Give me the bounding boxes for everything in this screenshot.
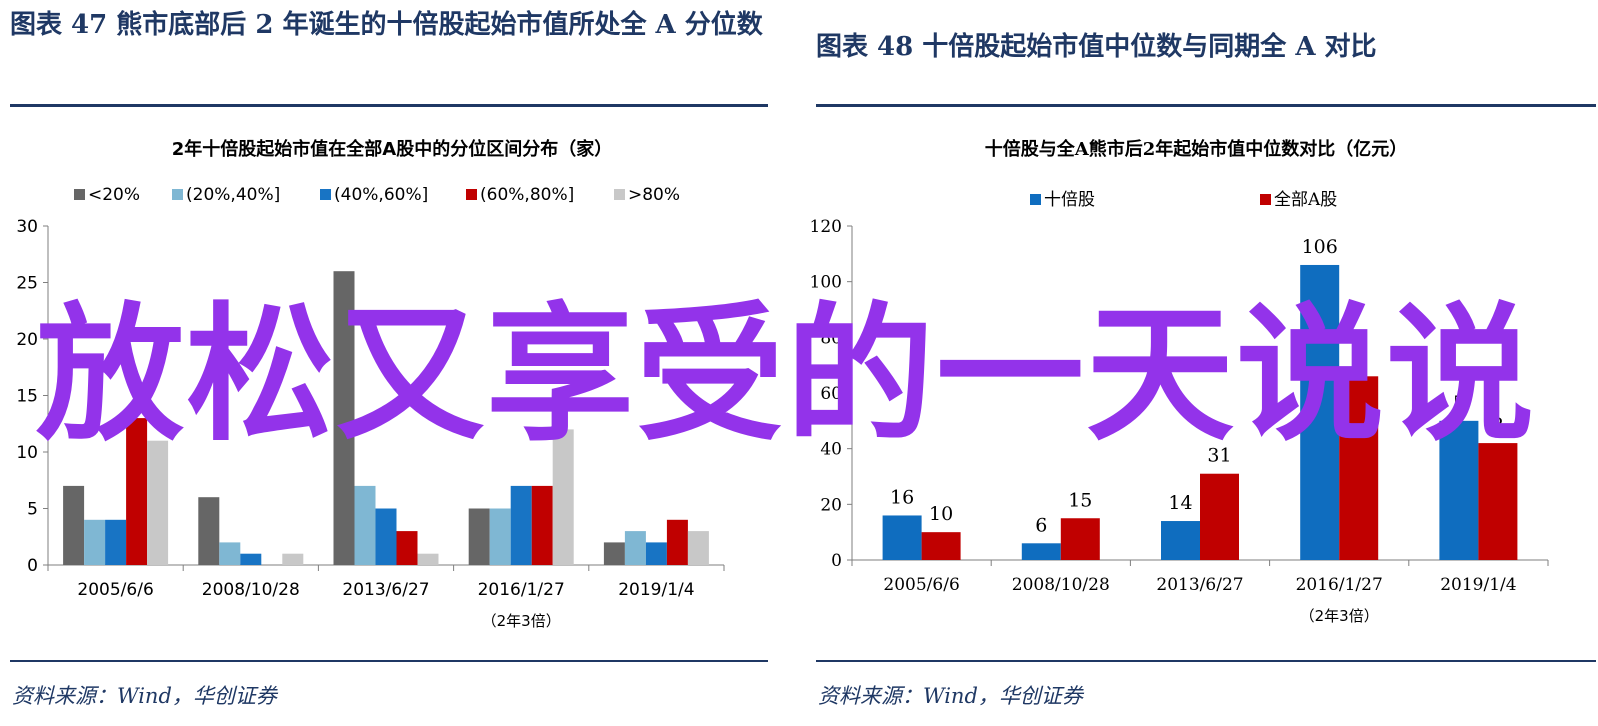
x-tick-label: 2016/1/27 <box>478 580 565 600</box>
bar <box>1478 443 1518 560</box>
legend-label: >80% <box>628 185 680 205</box>
bar <box>354 485 376 565</box>
bar <box>396 531 418 565</box>
legend-label: 十倍股 <box>1044 190 1095 210</box>
data-label: 2 <box>1492 414 1504 436</box>
bar <box>417 553 439 565</box>
bar <box>1439 420 1479 560</box>
bar <box>666 519 688 565</box>
bar <box>63 485 85 565</box>
legend-swatch <box>320 189 331 200</box>
bar <box>1161 521 1200 560</box>
data-label: 15 <box>1068 489 1092 511</box>
y-tick-label: 80 <box>820 328 842 348</box>
legend-label: 全部A股 <box>1274 190 1337 210</box>
x-tick-label: 2013/6/27 <box>342 580 429 600</box>
bar <box>552 429 574 565</box>
bar <box>1060 518 1100 560</box>
y-tick-label: 0 <box>27 556 38 576</box>
left-title-rule <box>10 104 768 107</box>
bar <box>147 440 169 565</box>
bar <box>375 508 397 565</box>
right-footer-rule <box>816 660 1596 662</box>
bar <box>510 485 532 565</box>
bar <box>1300 264 1340 560</box>
legend-label: <20% <box>88 185 140 205</box>
legend-label: (40%,60%] <box>334 185 428 205</box>
right-bar-chart: 十倍股与全A熊市后2年起始市值中位数对比（亿元） 十倍股 全部A股 0 20 40 60 80… <box>810 138 1549 625</box>
data-label: 14 <box>1168 492 1192 514</box>
watermark-overlay: 放松又享受的一天说说 <box>36 289 1536 461</box>
right-source-note: 资料来源：Wind，华创证券 <box>818 684 1083 708</box>
bar <box>1339 376 1379 560</box>
y-tick-label: 120 <box>810 217 842 237</box>
y-tick-label: 40 <box>820 440 842 460</box>
bar <box>645 542 667 565</box>
x-tick-label: 2005/6/6 <box>883 575 959 595</box>
data-label: 106 <box>1302 236 1338 258</box>
legend-swatch <box>172 189 183 200</box>
bar <box>333 271 355 565</box>
category-note: （2年3倍） <box>1300 607 1379 625</box>
data-label: 6 <box>1353 347 1365 369</box>
category-note: （2年3倍） <box>482 612 561 630</box>
left-figure-title: 图表 47 熊市底部后 2 年诞生的十倍股起始市值所处全 A 分位数 <box>10 10 763 40</box>
legend-swatch <box>466 189 477 200</box>
x-tick-label: 2019/1/4 <box>1440 575 1516 595</box>
x-tick-label: 2008/10/28 <box>202 580 300 600</box>
bar <box>105 519 127 565</box>
bar <box>489 508 511 565</box>
bar <box>198 497 220 565</box>
y-tick-label: 25 <box>16 274 38 294</box>
y-tick-label: 5 <box>27 500 38 520</box>
y-tick-label: 0 <box>831 551 842 571</box>
legend-label: (20%,40%] <box>186 185 280 205</box>
bar <box>624 531 646 565</box>
x-tick-label: 2008/10/28 <box>1012 575 1110 595</box>
right-figure-title: 图表 48 十倍股起始市值中位数与同期全 A 对比 <box>816 32 1377 62</box>
x-tick-label: 2005/6/6 <box>77 580 153 600</box>
bar <box>531 485 553 565</box>
right-figure-panel: 图表 48 十倍股起始市值中位数与同期全 A 对比 十倍股与全A熊市后2年起始市… <box>806 0 1598 726</box>
y-tick-label: 20 <box>16 330 38 350</box>
bar <box>126 418 148 565</box>
y-tick-label: 20 <box>820 495 842 515</box>
x-tick-label: 2019/1/4 <box>618 580 694 600</box>
legend-swatch <box>1030 194 1041 205</box>
data-label: 6 <box>1035 514 1047 536</box>
x-tick-label: 2016/1/27 <box>1296 575 1383 595</box>
bar <box>240 553 262 565</box>
data-label: 31 <box>1207 445 1231 467</box>
data-label: 10 <box>929 503 953 525</box>
bar <box>1021 543 1061 560</box>
right-title-rule <box>816 104 1596 107</box>
y-tick-label: 100 <box>810 273 842 293</box>
x-tick-label: 2013/6/27 <box>1156 575 1243 595</box>
bar <box>468 508 490 565</box>
y-tick-label: 60 <box>820 384 842 404</box>
y-tick-label: 30 <box>16 217 38 237</box>
left-bar-chart: 2年十倍股起始市值在全部A股中的分位区间分布（家） <20% (20%,40%] (4… <box>16 138 725 630</box>
legend-swatch <box>74 189 85 200</box>
left-source-note: 资料来源：Wind，华创证券 <box>12 684 277 708</box>
y-tick-label: 10 <box>16 443 38 463</box>
bar <box>84 519 106 565</box>
legend-label: (60%,80%] <box>480 185 574 205</box>
legend-swatch <box>614 189 625 200</box>
legend-swatch <box>1260 194 1271 205</box>
chart-title: 2年十倍股起始市值在全部A股中的分位区间分布（家） <box>172 138 612 160</box>
left-figure-panel: 图表 47 熊市底部后 2 年诞生的十倍股起始市值所处全 A 分位数 2年十倍股… <box>0 0 770 726</box>
bar <box>282 553 304 565</box>
bar <box>882 515 922 560</box>
data-label: 16 <box>890 486 914 508</box>
bar <box>1200 473 1239 560</box>
chart-title: 十倍股与全A熊市后2年起始市值中位数对比（亿元） <box>985 138 1408 160</box>
bar <box>219 542 241 565</box>
y-tick-label: 15 <box>16 387 38 407</box>
left-footer-rule <box>10 660 768 662</box>
bar <box>603 542 625 565</box>
data-label: 5 <box>1453 392 1465 414</box>
bar <box>921 532 961 560</box>
bar <box>687 531 709 565</box>
